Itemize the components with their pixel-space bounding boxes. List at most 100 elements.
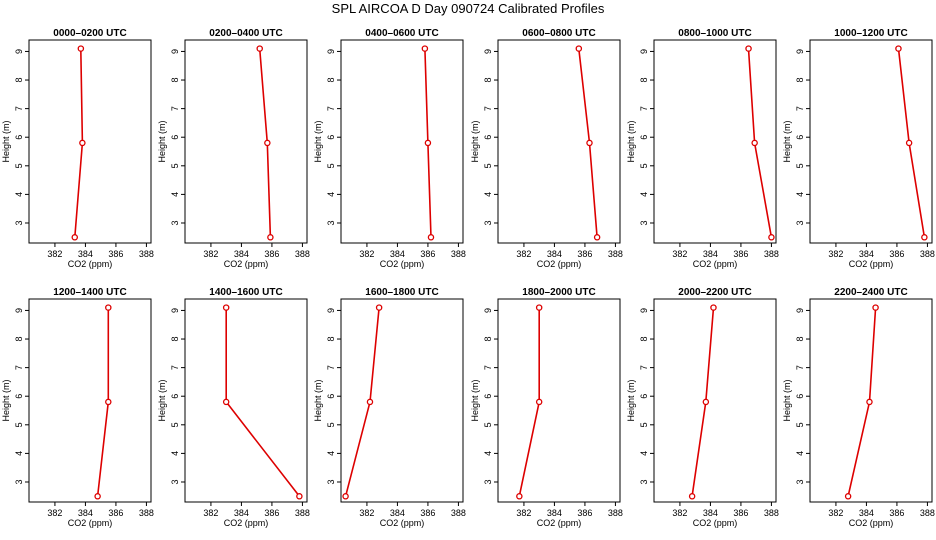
y-tick-label: 5 [639, 163, 649, 168]
y-tick-label: 4 [170, 192, 180, 197]
x-tick-label: 388 [295, 508, 310, 518]
y-tick-label: 6 [795, 135, 805, 140]
data-point [421, 45, 429, 52]
panel-5: 0800–1000 UTC 382 384 386 388 3 4 5 6 7 8 9 CO2 (ppm… [626, 28, 779, 269]
y-axis-label: Height (m) [313, 120, 323, 162]
y-tick-label: 5 [14, 422, 24, 427]
y-tick-label: 9 [170, 308, 180, 313]
plot-frame [653, 39, 777, 244]
y-tick-label: 8 [326, 78, 336, 83]
y-tick-label: 3 [170, 479, 180, 484]
panel-title: 1800–2000 UTC [522, 287, 595, 298]
plot-frame [809, 39, 933, 244]
y-tick-label: 9 [326, 308, 336, 313]
x-axis-label: CO2 (ppm) [224, 518, 269, 528]
y-tick-label: 8 [795, 337, 805, 342]
x-tick-label: 382 [359, 249, 374, 259]
x-tick-label: 388 [764, 508, 779, 518]
x-tick-label: 388 [451, 508, 466, 518]
x-tick-label: 388 [764, 249, 779, 259]
y-tick-label: 6 [170, 394, 180, 399]
x-tick-label: 386 [733, 249, 748, 259]
y-tick-label: 6 [639, 394, 649, 399]
y-tick-label: 7 [14, 365, 24, 370]
figure-title: SPL AIRCOA D Day 090724 Calibrated Profi… [331, 1, 605, 16]
y-tick-label: 7 [639, 106, 649, 111]
x-tick-label: 388 [139, 249, 154, 259]
x-tick-label: 388 [920, 249, 935, 259]
data-point [535, 304, 543, 311]
y-tick-label: 8 [170, 78, 180, 83]
y-tick-label: 7 [170, 106, 180, 111]
x-tick-label: 386 [889, 508, 904, 518]
panel-12: 2200–2400 UTC 382 384 386 388 3 4 5 6 7 8 9 CO2 (ppm… [782, 287, 935, 528]
plot-frame [28, 39, 152, 244]
data-point [222, 304, 230, 311]
data-point [535, 398, 543, 406]
x-axis-label: CO2 (ppm) [537, 259, 582, 269]
panel-11: 2000–2200 UTC 382 384 386 388 3 4 5 6 7 8 9 CO2 (ppm… [626, 287, 779, 528]
data-point [844, 493, 852, 500]
y-tick-label: 3 [14, 220, 24, 225]
x-tick-label: 386 [733, 508, 748, 518]
y-tick-label: 8 [639, 78, 649, 83]
data-point [375, 304, 383, 311]
y-axis-label: Height (m) [782, 379, 792, 421]
panel-title: 0000–0200 UTC [53, 28, 126, 39]
x-tick-label: 386 [889, 249, 904, 259]
x-axis-label: CO2 (ppm) [693, 259, 738, 269]
panel-title: 1600–1800 UTC [365, 287, 438, 298]
y-tick-label: 5 [639, 422, 649, 427]
y-tick-label: 4 [795, 451, 805, 456]
x-axis-label: CO2 (ppm) [224, 259, 269, 269]
x-tick-label: 386 [577, 508, 592, 518]
y-tick-label: 4 [14, 192, 24, 197]
data-point [71, 234, 79, 241]
y-axis-label: Height (m) [157, 379, 167, 421]
y-tick-label: 3 [795, 220, 805, 225]
y-tick-label: 3 [639, 220, 649, 225]
y-tick-label: 6 [483, 135, 493, 140]
data-point [427, 234, 435, 241]
y-tick-label: 9 [795, 49, 805, 54]
x-axis-label: CO2 (ppm) [68, 518, 113, 528]
y-tick-label: 9 [170, 49, 180, 54]
x-axis-label: CO2 (ppm) [380, 518, 425, 528]
data-point [256, 45, 263, 52]
y-tick-label: 7 [795, 365, 805, 370]
x-tick-label: 386 [420, 508, 435, 518]
plot-frame [497, 39, 621, 244]
y-tick-label: 9 [639, 49, 649, 54]
y-tick-label: 7 [14, 106, 24, 111]
y-tick-label: 5 [326, 163, 336, 168]
x-tick-label: 388 [920, 508, 935, 518]
y-tick-label: 8 [795, 78, 805, 83]
y-tick-label: 4 [639, 192, 649, 197]
x-tick-label: 386 [108, 508, 123, 518]
data-point [94, 493, 101, 500]
profile-line [344, 307, 380, 497]
y-tick-label: 4 [483, 192, 493, 197]
y-tick-label: 5 [170, 422, 180, 427]
y-tick-label: 5 [170, 163, 180, 168]
x-axis-label: CO2 (ppm) [693, 518, 738, 528]
y-tick-label: 5 [326, 422, 336, 427]
y-tick-label: 9 [326, 49, 336, 54]
y-tick-label: 3 [639, 479, 649, 484]
x-tick-label: 382 [828, 508, 843, 518]
y-tick-label: 6 [14, 135, 24, 140]
data-point [424, 139, 432, 147]
data-point [586, 139, 593, 147]
data-point [905, 139, 913, 147]
panel-title: 2200–2400 UTC [834, 287, 907, 298]
y-tick-label: 6 [639, 135, 649, 140]
data-point [79, 139, 86, 147]
x-tick-label: 384 [703, 249, 718, 259]
x-tick-label: 388 [295, 249, 310, 259]
x-tick-label: 386 [264, 508, 279, 518]
y-axis-label: Height (m) [782, 120, 792, 162]
plot-frame [340, 298, 464, 503]
y-tick-label: 4 [795, 192, 805, 197]
panel-title: 0600–0800 UTC [522, 28, 595, 39]
panel-9: 1600–1800 UTC 382 384 386 388 3 4 5 6 7 8 9 CO2 (ppm… [313, 287, 466, 528]
